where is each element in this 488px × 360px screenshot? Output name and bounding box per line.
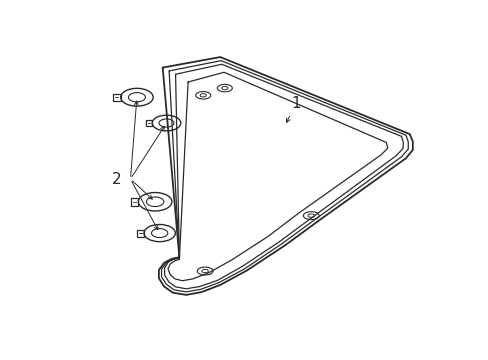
Bar xyxy=(113,94,121,101)
Text: 1: 1 xyxy=(286,96,300,122)
Bar xyxy=(137,230,143,237)
Text: 2: 2 xyxy=(111,171,121,186)
Bar xyxy=(130,198,138,206)
Bar xyxy=(145,120,152,126)
